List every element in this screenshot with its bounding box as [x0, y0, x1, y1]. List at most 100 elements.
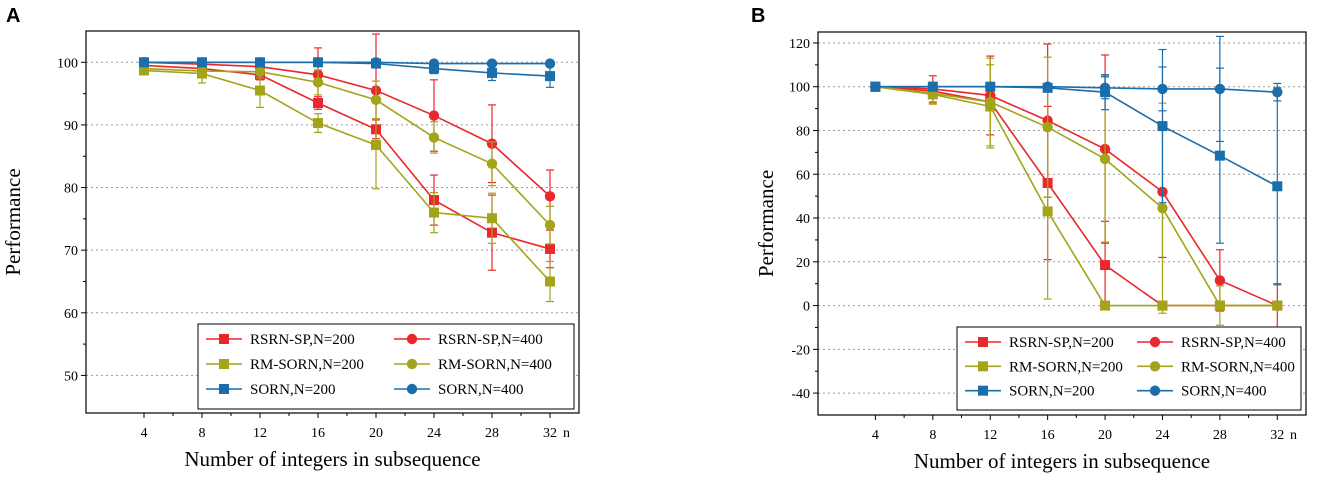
x-tick-label: 28: [1213, 428, 1227, 443]
data-point-circle: [1214, 83, 1226, 95]
x-tick-label: 4: [872, 428, 879, 443]
series-line: [875, 85, 1278, 307]
data-point-square: [429, 207, 439, 218]
x-tick-label: 32: [1270, 428, 1284, 443]
series-line: [875, 85, 1278, 307]
legend-marker-square: [978, 361, 988, 372]
data-point-circle: [544, 58, 556, 69]
legend-marker-circle: [1149, 336, 1161, 348]
x-tick-label: 8: [929, 428, 936, 443]
data-point-square: [545, 276, 555, 287]
x-axis-title: Number of integers in subsequence: [914, 449, 1210, 473]
y-tick-label: 60: [796, 168, 810, 183]
y-tick-label: -40: [791, 387, 810, 402]
y-tick-label: 100: [789, 81, 810, 96]
x-tick-label: 24: [1155, 428, 1169, 443]
y-axis-title: Performance: [1, 168, 25, 275]
legend-marker-circle: [406, 358, 418, 370]
data-point-square: [1100, 260, 1111, 271]
legend-marker-square: [978, 385, 988, 396]
legend-marker-circle: [1149, 361, 1161, 372]
data-point-square: [487, 213, 497, 224]
data-point-circle: [1272, 300, 1283, 311]
data-point-circle: [1157, 202, 1168, 214]
x-tick-label: 4: [141, 426, 148, 441]
chart-panel-b: B -40 -20 0 20 40 60 80 100 120 4 8 12 16 20 24 28 32 n Num…: [751, 5, 1307, 473]
series-sorn-n-400: [138, 57, 556, 69]
series-line: [144, 61, 550, 65]
y-tick-label: 90: [64, 119, 78, 134]
legend-marker-square: [219, 334, 229, 344]
legend-box: [956, 326, 1302, 411]
data-point-circle: [428, 58, 440, 69]
data-point-circle: [138, 57, 150, 68]
data-point-square: [1214, 150, 1225, 161]
y-tick-label: 80: [796, 124, 810, 139]
data-point-circle: [254, 57, 266, 68]
data-point-circle: [312, 57, 324, 68]
plot-frame: [85, 30, 580, 414]
legend-label: SORN,N=400: [1181, 384, 1267, 400]
x-tick-label: 8: [199, 426, 206, 441]
y-axis-title: Performance: [754, 170, 778, 277]
legend-label: RM-SORN,N=400: [438, 357, 552, 373]
y-tick-label: 100: [57, 56, 78, 71]
data-point-circle: [1099, 153, 1111, 165]
legend-label: SORN,N=200: [250, 382, 336, 398]
y-tick-label: 20: [796, 256, 810, 271]
data-point-circle: [1042, 122, 1053, 133]
data-point-circle: [1099, 82, 1111, 94]
y-tick-label: 80: [64, 182, 78, 197]
x-tick-label: 28: [485, 426, 499, 441]
data-point-circle: [486, 58, 498, 69]
data-point-circle: [1214, 300, 1226, 311]
x-tick-label: 12: [983, 428, 997, 443]
plot-frame: [817, 31, 1307, 416]
legend-marker-square: [219, 359, 229, 369]
data-point-square: [487, 67, 497, 78]
x-tick-label: 20: [369, 426, 383, 441]
data-point-circle: [544, 219, 556, 231]
data-point-circle: [1214, 275, 1226, 286]
data-point-square: [1100, 300, 1111, 311]
data-point-circle: [1042, 81, 1053, 92]
x-unit-label: n: [563, 426, 570, 441]
data-point-circle: [312, 77, 324, 88]
x-axis-title: Number of integers in subsequence: [184, 447, 480, 471]
data-point-circle: [486, 158, 498, 169]
data-point-square: [313, 118, 323, 129]
y-tick-label: 40: [796, 212, 810, 227]
series-line: [875, 85, 1278, 307]
y-tick-label: -20: [791, 343, 810, 358]
data-point-circle: [428, 132, 440, 143]
series-line: [875, 85, 1278, 93]
x-unit-label: n: [1290, 428, 1297, 443]
series-line: [143, 69, 551, 283]
y-tick-label: 60: [64, 307, 78, 322]
legend-label: RM-SORN,N=400: [1181, 359, 1295, 375]
data-point-square: [1272, 181, 1283, 192]
data-point-circle: [544, 191, 556, 202]
data-point-circle: [1272, 86, 1283, 98]
data-point-square: [1157, 121, 1168, 132]
legend-marker-circle: [1149, 385, 1161, 396]
panel-letter: B: [751, 5, 765, 27]
data-point-circle: [370, 57, 382, 68]
legend-label: SORN,N=200: [1009, 384, 1095, 400]
data-point-circle: [196, 57, 208, 68]
y-tick-label: 70: [64, 244, 78, 259]
data-point-circle: [927, 81, 939, 92]
legend-label: RM-SORN,N=200: [250, 357, 364, 373]
series-line: [143, 64, 551, 250]
data-point-circle: [1157, 83, 1168, 95]
x-tick-label: 12: [253, 426, 267, 441]
data-point-circle: [985, 81, 996, 92]
series-sorn-n-400: [870, 35, 1283, 143]
legend-marker-square: [219, 384, 229, 394]
panel-letter: A: [6, 5, 20, 27]
legend-label: RSRN-SP,N=200: [250, 332, 355, 348]
legend-label: RSRN-SP,N=200: [1009, 335, 1114, 351]
x-tick-label: 16: [311, 426, 325, 441]
x-tick-label: 16: [1041, 428, 1055, 443]
